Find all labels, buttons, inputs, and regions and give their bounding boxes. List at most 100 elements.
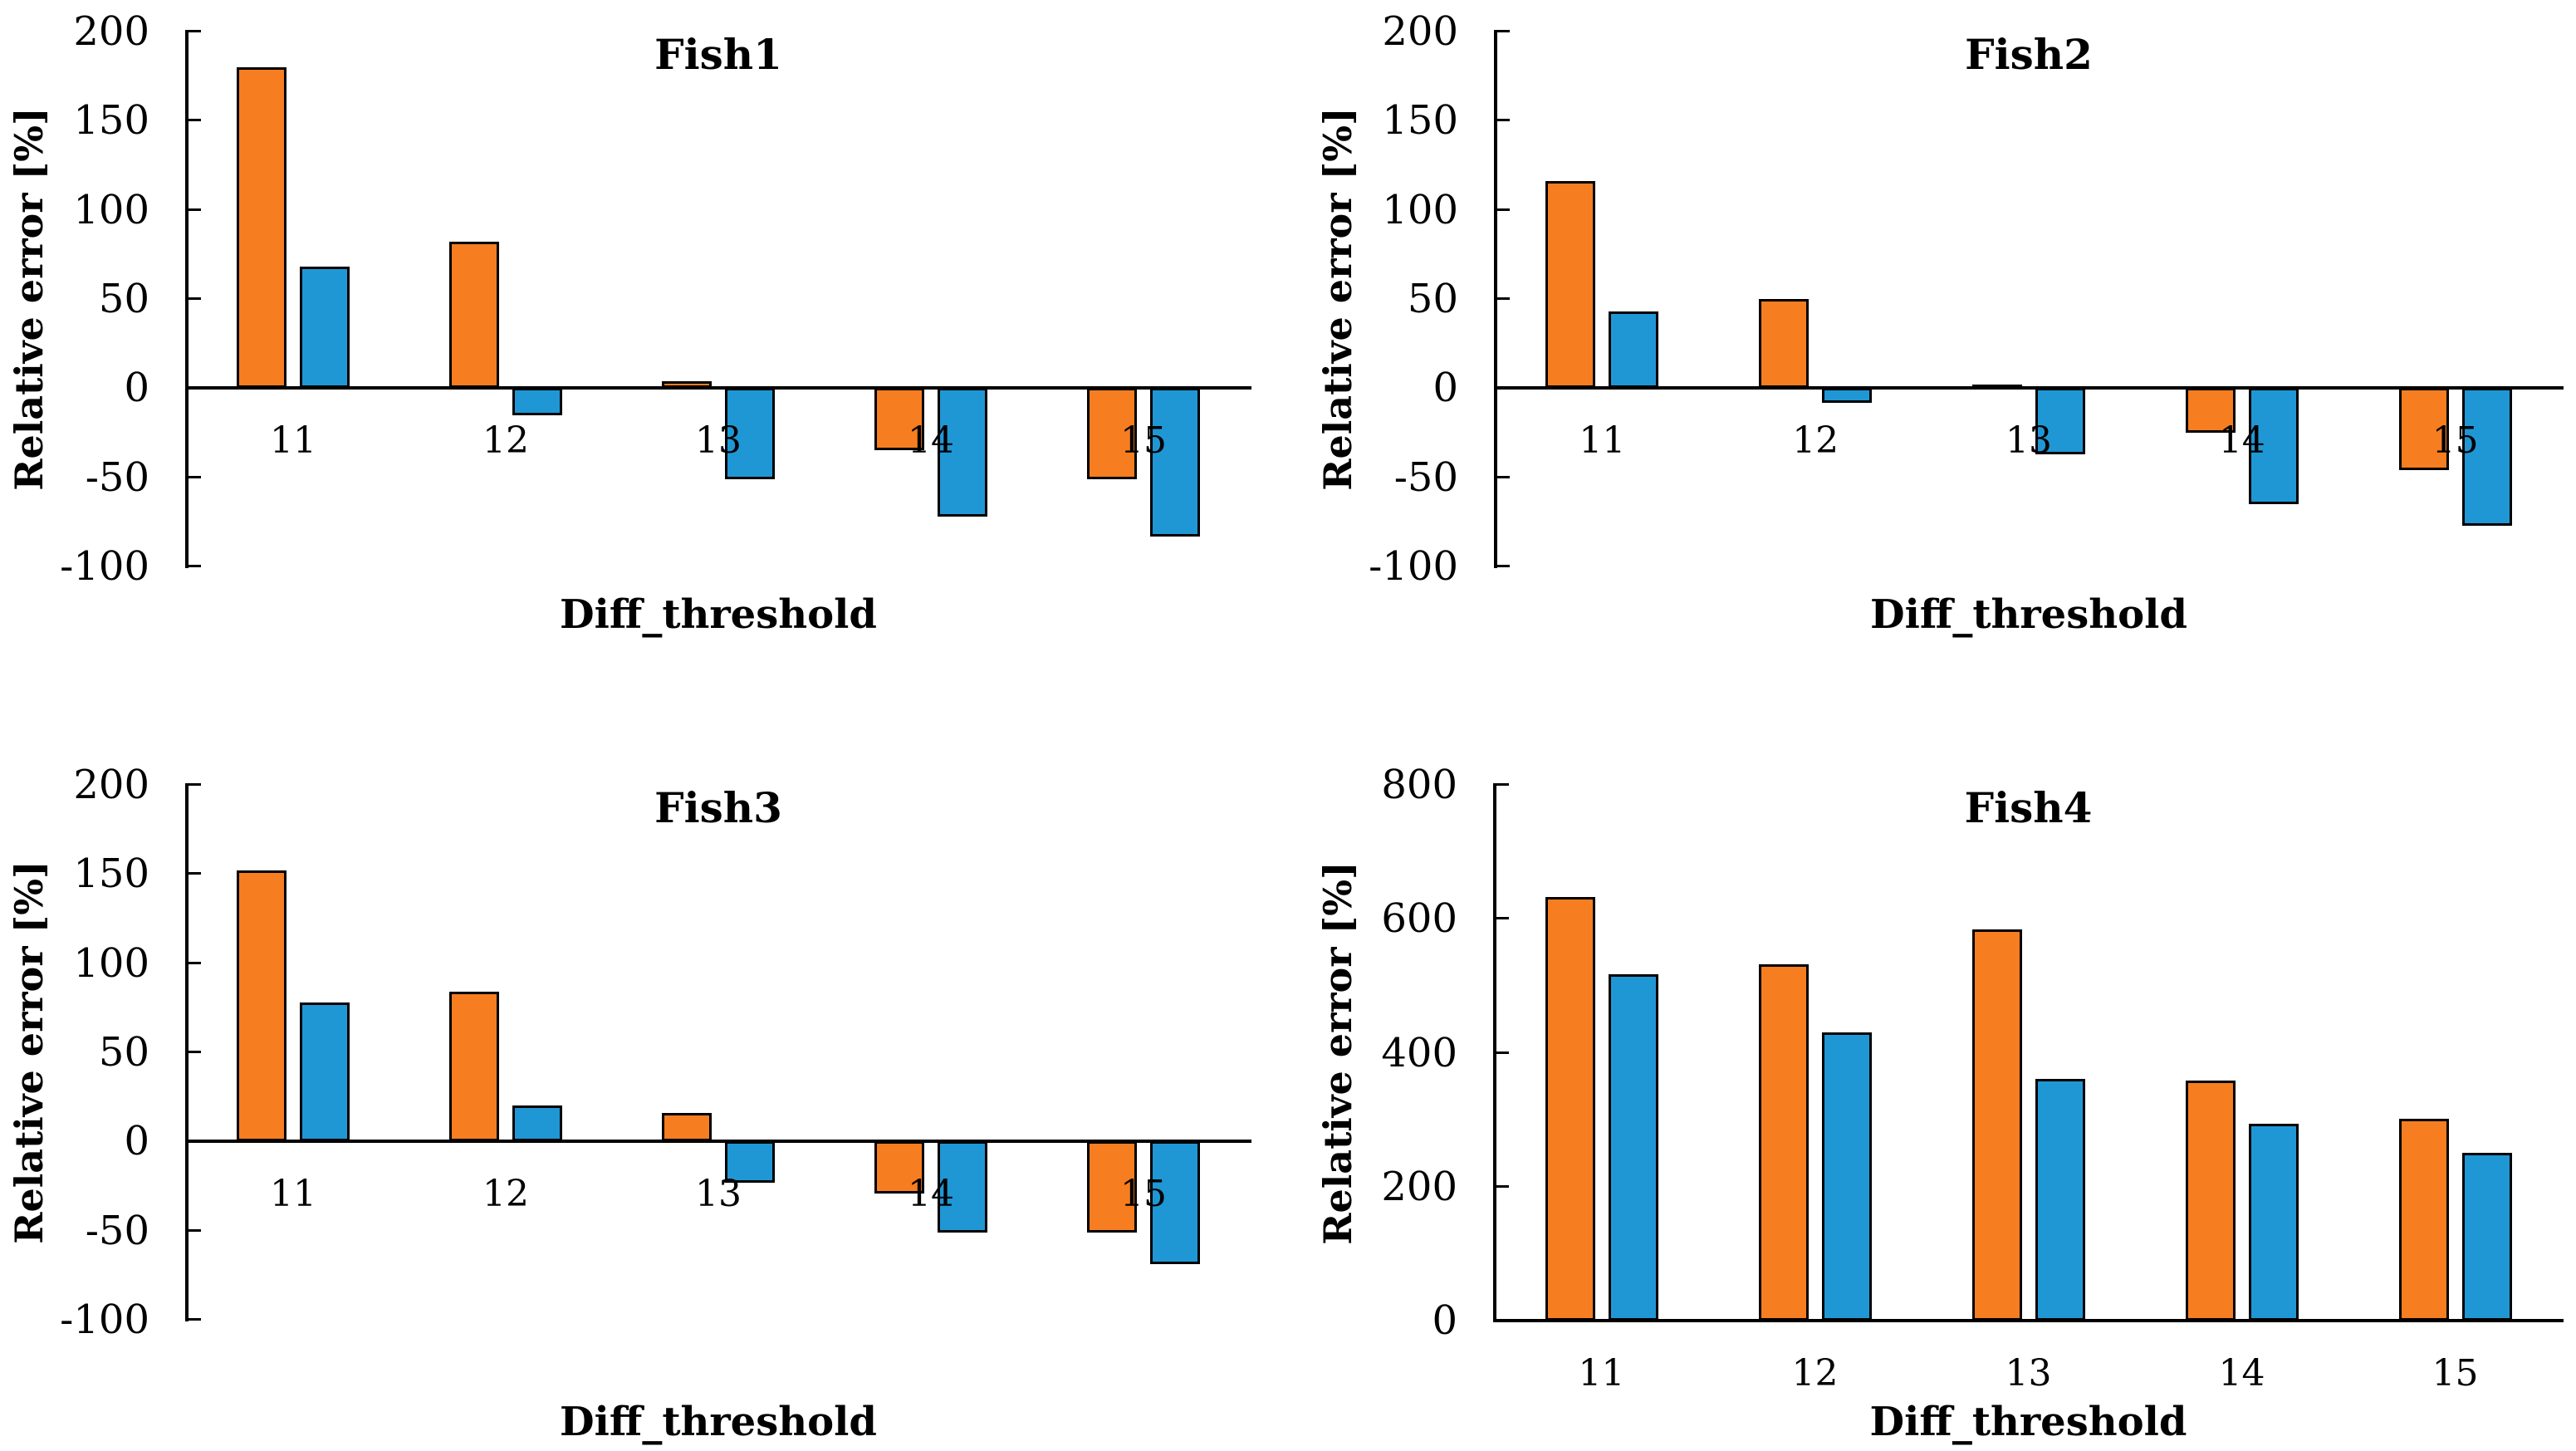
y-tick-mark (187, 297, 201, 300)
chart-fish4: Fish4 Relative error [%] Diff_threshold … (1288, 723, 2576, 1451)
bar-series-orange-12 (1759, 299, 1810, 389)
x-category-label: 11 (270, 1173, 316, 1216)
bar-series-blue-12 (512, 388, 562, 415)
x-category-label: 15 (1120, 419, 1167, 463)
y-tick-mark (1496, 565, 1510, 567)
y-tick-label: 0 (124, 1118, 149, 1165)
bar-series-blue-14 (938, 1141, 987, 1233)
x-axis-title: Diff_threshold (1869, 1399, 2187, 1445)
y-tick-label: 50 (1407, 276, 1458, 322)
y-tick-label: 100 (1382, 186, 1458, 233)
y-tick-label: 150 (73, 97, 149, 145)
y-axis-line (185, 30, 189, 568)
chart-title: Fish1 (654, 30, 782, 79)
bar-series-orange-14 (2185, 1081, 2236, 1321)
y-tick-mark (1496, 30, 1510, 32)
bar-series-orange-15 (1087, 1141, 1137, 1233)
x-category-label: 15 (2432, 419, 2479, 463)
bar-series-blue-14 (2248, 1123, 2299, 1321)
y-tick-mark (187, 872, 201, 875)
x-category-label: 14 (2218, 1352, 2265, 1395)
bar-series-orange-12 (449, 242, 499, 389)
x-category-label: 13 (2005, 1352, 2052, 1395)
y-tick-label: 200 (1382, 8, 1458, 55)
y-tick-label: -50 (85, 1207, 149, 1254)
bar-series-blue-11 (300, 1002, 350, 1142)
bar-series-orange-15 (2398, 1119, 2449, 1321)
chart-title: Fish2 (1965, 30, 2093, 79)
y-tick-mark (187, 30, 201, 32)
x-category-label: 12 (1792, 419, 1839, 463)
bar-series-orange-13 (1971, 929, 2022, 1321)
y-tick-label: 50 (98, 276, 149, 322)
chart-fish2: Fish2 Relative error [%] Diff_threshold … (1288, 0, 2576, 723)
bar-series-orange-11 (237, 870, 286, 1142)
y-tick-label: -100 (1369, 543, 1458, 590)
bar-series-blue-13 (725, 1141, 775, 1183)
bar-series-orange-14 (874, 1141, 924, 1194)
y-axis-line (185, 783, 189, 1321)
x-category-label: 14 (908, 419, 954, 463)
bar-series-orange-11 (1545, 897, 1595, 1321)
y-tick-label: -100 (60, 543, 149, 590)
x-axis-title: Diff_threshold (560, 1399, 877, 1445)
y-tick-mark (1495, 783, 1509, 786)
y-tick-mark (187, 208, 201, 211)
y-tick-label: 150 (73, 851, 149, 898)
y-tick-label: 100 (73, 939, 149, 987)
y-tick-mark (187, 1318, 201, 1321)
chart-title: Fish3 (654, 783, 782, 832)
x-axis-line (185, 386, 1251, 390)
y-tick-label: 200 (1381, 1163, 1457, 1210)
bar-series-blue-12 (1821, 1032, 1872, 1321)
y-tick-mark (1495, 1051, 1509, 1054)
y-tick-mark (1496, 297, 1510, 300)
x-category-label: 13 (2005, 419, 2052, 463)
x-category-label: 12 (482, 419, 529, 463)
y-tick-mark (187, 565, 201, 567)
chart-title: Fish4 (1964, 783, 2093, 832)
x-category-label: 13 (695, 419, 742, 463)
x-category-label: 11 (1578, 1352, 1625, 1395)
bar-series-orange-12 (449, 992, 499, 1142)
bar-series-blue-13 (2035, 1078, 2085, 1321)
y-tick-label: 0 (1432, 1297, 1457, 1344)
bar-series-blue-14 (2248, 388, 2299, 504)
y-tick-label: 150 (1382, 97, 1458, 145)
y-tick-mark (187, 1051, 201, 1053)
bar-series-blue-15 (2461, 1153, 2512, 1321)
bar-series-orange-11 (1545, 181, 1596, 389)
bar-series-orange-14 (874, 388, 924, 451)
x-axis-line (185, 1140, 1251, 1144)
x-category-label: 11 (1579, 419, 1626, 463)
x-category-label: 14 (2218, 419, 2265, 463)
bar-series-blue-12 (512, 1105, 562, 1142)
x-category-label: 12 (482, 1173, 529, 1216)
y-tick-label: -100 (60, 1297, 149, 1343)
bar-series-blue-12 (1822, 388, 1873, 403)
bar-series-blue-11 (1609, 311, 1659, 389)
y-tick-mark (1495, 917, 1509, 920)
x-category-label: 13 (695, 1173, 742, 1216)
x-axis-title: Diff_threshold (560, 591, 877, 638)
bar-series-orange-12 (1758, 964, 1809, 1321)
x-category-label: 12 (1791, 1352, 1839, 1395)
y-tick-label: 800 (1381, 762, 1457, 808)
bar-series-blue-15 (1150, 388, 1200, 537)
x-axis-line (1494, 386, 2564, 390)
bar-series-blue-11 (300, 267, 350, 389)
y-tick-mark (1496, 475, 1510, 478)
bar-series-blue-11 (1608, 974, 1658, 1321)
y-tick-label: 400 (1381, 1029, 1457, 1076)
chart-fish3: Fish3 Relative error [%] Diff_threshold … (0, 723, 1288, 1451)
y-tick-label: 100 (73, 186, 149, 233)
bar-series-blue-15 (2461, 388, 2512, 526)
y-tick-label: 50 (98, 1029, 149, 1076)
y-axis-line (1494, 30, 1497, 568)
y-tick-mark (187, 119, 201, 122)
bar-series-orange-15 (2398, 388, 2449, 471)
x-category-label: 14 (908, 1173, 954, 1216)
y-tick-label: -50 (85, 453, 149, 501)
y-tick-label: 200 (73, 762, 149, 808)
